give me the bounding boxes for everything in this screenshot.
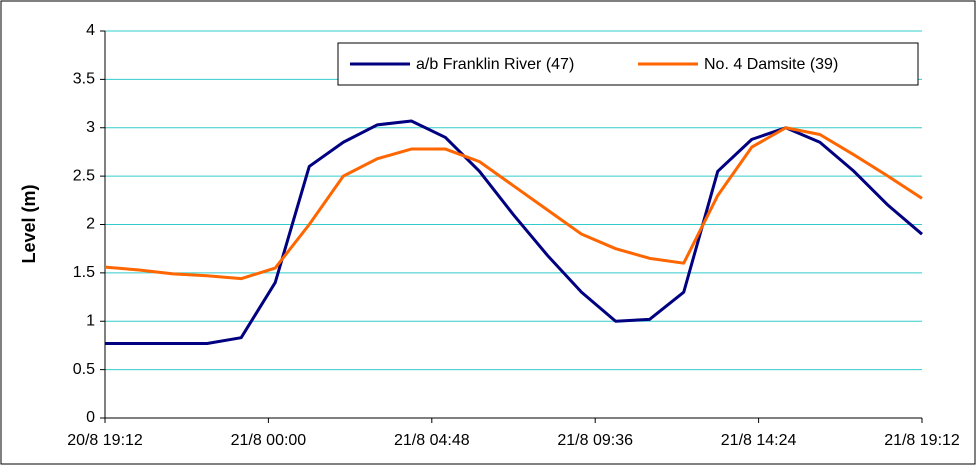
series-line [104, 126, 923, 281]
y-tick-label: 2 [86, 216, 95, 233]
legend-label: No. 4 Damsite (39) [704, 56, 838, 73]
y-tick-label: 4 [86, 22, 95, 39]
legend-box [337, 42, 919, 86]
y-tick-label: 3 [86, 119, 95, 136]
x-tick-label: 21/8 09:36 [557, 432, 633, 449]
y-tick-label: 0 [86, 409, 95, 426]
y-tick-label: 2.5 [73, 167, 95, 184]
x-tick-label: 21/8 04:48 [394, 432, 470, 449]
x-tick-label: 21/8 14:24 [721, 432, 797, 449]
legend-label: a/b Franklin River (47) [416, 56, 574, 73]
y-tick-label: 3.5 [73, 71, 95, 88]
x-tick-label: 21/8 00:00 [231, 432, 307, 449]
y-axis-label: Level (m) [19, 184, 39, 263]
x-tick-label: 20/8 19:12 [67, 432, 143, 449]
x-tick-label: 21/8 19:12 [884, 432, 960, 449]
y-tick-label: 1 [86, 312, 95, 329]
y-tick-label: 0.5 [73, 361, 95, 378]
y-tick-label: 1.5 [73, 264, 95, 281]
